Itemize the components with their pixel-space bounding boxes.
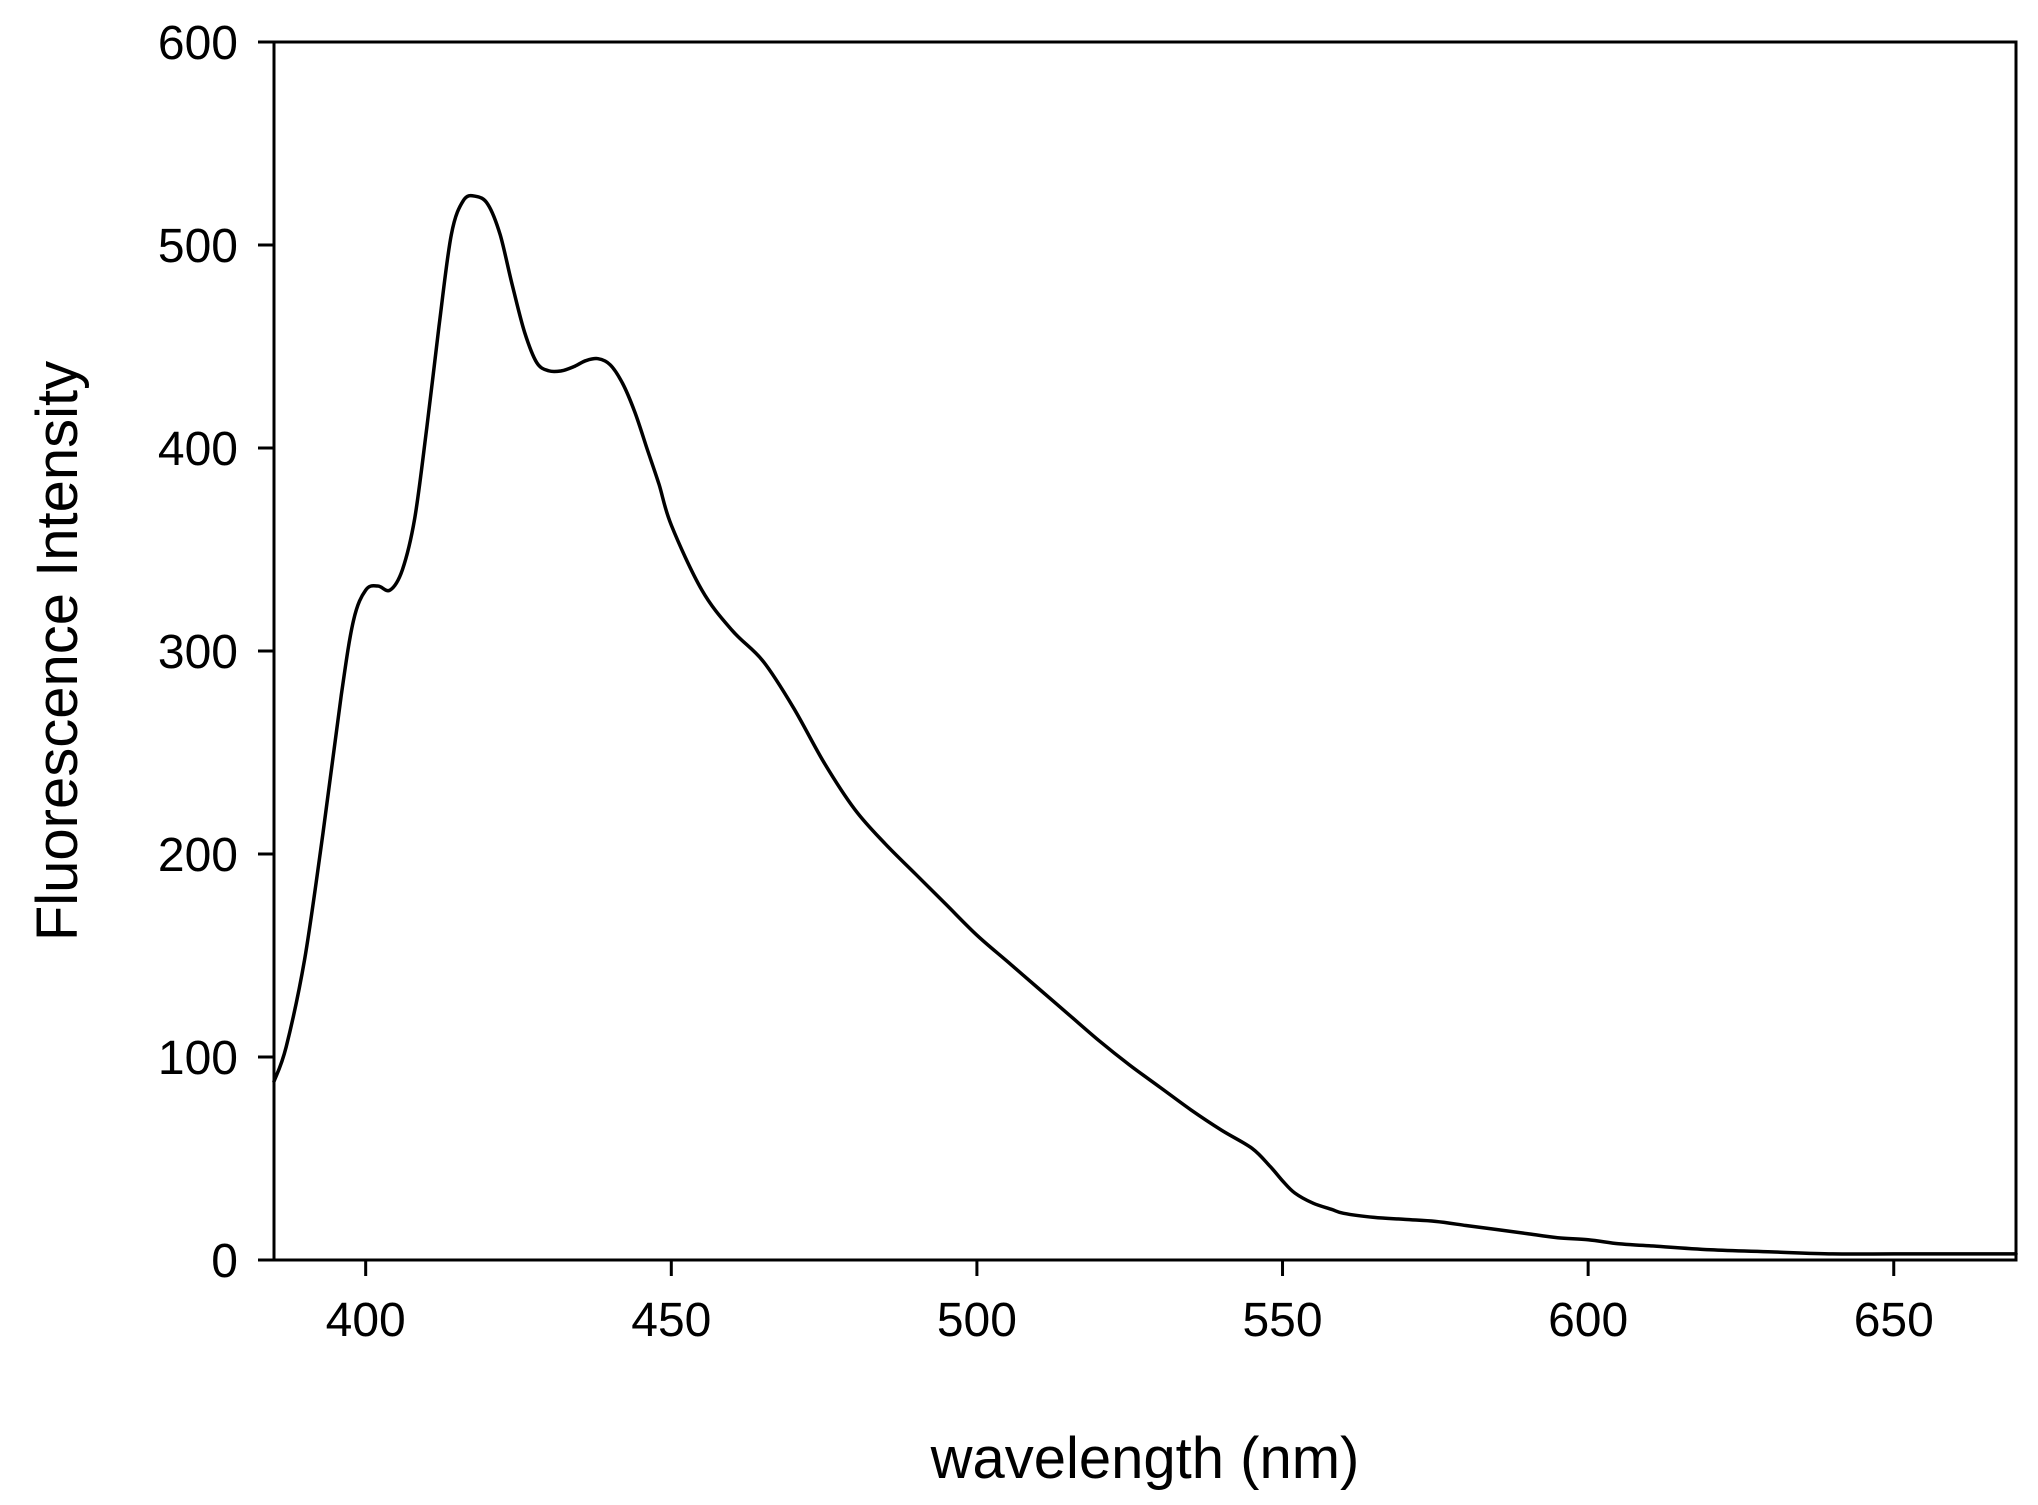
y-tick-label: 200 [158, 829, 238, 882]
y-axis-title: Fluorescence Intensity [25, 361, 90, 941]
x-tick-label: 650 [1854, 1294, 1934, 1347]
y-tick-label: 300 [158, 626, 238, 679]
y-axis: 0 100 200 300 400 500 600 [158, 17, 274, 1288]
series-line [272, 193, 2018, 1256]
x-tick-label: 500 [937, 1294, 1017, 1347]
x-axis-title: wavelength (nm) [930, 1426, 1360, 1491]
x-tick-label: 600 [1548, 1294, 1628, 1347]
y-tick-label: 600 [158, 17, 238, 70]
x-axis: 400 450 500 550 600 650 [326, 1260, 1934, 1347]
y-tick-label: 400 [158, 423, 238, 476]
y-tick-label: 0 [211, 1235, 238, 1288]
y-tick-label: 100 [158, 1032, 238, 1085]
y-tick-label: 500 [158, 220, 238, 273]
x-tick-label: 450 [631, 1294, 711, 1347]
x-tick-label: 400 [326, 1294, 406, 1347]
x-tick-label: 550 [1242, 1294, 1322, 1347]
